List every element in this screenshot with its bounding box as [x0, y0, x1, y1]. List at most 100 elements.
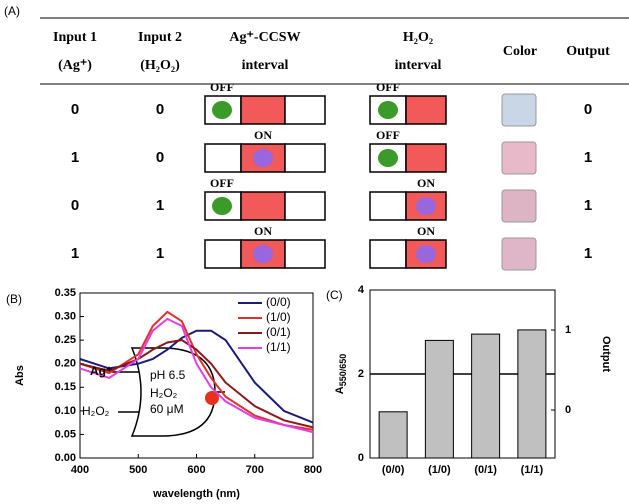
switch-ball [416, 197, 436, 215]
y-axis-label-main: A [334, 386, 346, 394]
cell: 1 [584, 197, 592, 214]
cell: 1 [71, 245, 79, 262]
switch-box [405, 143, 447, 173]
y2-axis-label: Output [600, 336, 612, 372]
switch-label: OFF [376, 128, 400, 142]
y-tick-label: 4 [358, 284, 365, 296]
switch-ball [378, 101, 398, 119]
switch-box [284, 239, 326, 269]
color-swatch [501, 93, 537, 127]
cell: 0 [71, 101, 79, 118]
switch-ball [253, 245, 273, 263]
x-tick-label: 500 [129, 464, 147, 476]
y-tick-label: 0.10 [55, 405, 76, 417]
series-line [79, 317, 314, 434]
switch-ball [416, 245, 436, 263]
panel-label: (B) [6, 292, 22, 306]
annotation: H₂O₂ [82, 404, 110, 418]
legend-label: (0/1) [266, 325, 291, 339]
series-line [79, 310, 314, 431]
y-tick-label: 0.15 [55, 381, 76, 393]
cell: 0 [156, 149, 164, 166]
switch-box [369, 239, 407, 269]
x-tick-label: (0/1) [474, 464, 497, 476]
switch-label: ON [254, 224, 272, 238]
y-tick-label: 0.30 [55, 310, 76, 322]
column-header: Input 2 [138, 30, 182, 45]
column-header: (Ag⁺) [58, 58, 92, 73]
switch-ball [212, 101, 232, 119]
color-swatch [501, 141, 537, 175]
column-header: Input 1 [53, 30, 97, 45]
cell: 1 [156, 197, 164, 214]
column-header: H₂O₂ [403, 30, 433, 45]
column-header: Color [503, 44, 537, 59]
y2-tick-label: 0 [565, 404, 571, 416]
color-swatch [501, 189, 537, 223]
switch-label: OFF [210, 80, 234, 94]
bar [517, 329, 547, 459]
switch-ball [253, 149, 273, 167]
x-tick-label: (0/0) [382, 464, 405, 476]
switch-box [204, 239, 242, 269]
x-tick-label: (1/1) [521, 464, 544, 476]
y-tick-label: 0.20 [55, 358, 76, 370]
y-axis-label-sub: 550/650 [338, 354, 348, 387]
bar [471, 333, 501, 459]
bar [378, 411, 408, 459]
y-tick-label: 0 [358, 452, 364, 464]
inset-gate [112, 347, 225, 437]
column-header: Output [566, 44, 610, 59]
legend-label: (0/0) [266, 295, 291, 309]
y2-tick-label: 1 [565, 324, 571, 336]
cell: 1 [156, 245, 164, 262]
switch-label: OFF [376, 80, 400, 94]
switch-box [284, 95, 326, 125]
switch-box [284, 143, 326, 173]
annotation: pH 6.5 [150, 368, 186, 382]
annotation: H₂O₂ [150, 386, 178, 400]
x-axis-label: wavelength (nm) [152, 488, 240, 500]
cell: 0 [584, 101, 592, 118]
cell: 0 [156, 101, 164, 118]
switch-box [405, 95, 447, 125]
x-tick-label: 400 [71, 464, 89, 476]
y-tick-label: 0.00 [55, 452, 76, 464]
bar [424, 339, 454, 459]
switch-label: OFF [210, 176, 234, 190]
y-tick-label: 0.25 [55, 334, 76, 346]
y-axis-label: A550/650 [334, 354, 348, 395]
column-header: interval [242, 58, 289, 73]
cell: 1 [71, 149, 79, 166]
x-tick-label: 800 [304, 464, 322, 476]
switch-box [240, 95, 286, 125]
panel-label: (C) [326, 288, 343, 302]
y-tick-label: 0.35 [55, 287, 76, 299]
switch-label: ON [254, 128, 272, 142]
x-tick-label: 700 [246, 464, 264, 476]
series-line [79, 329, 314, 424]
x-tick-label: 600 [187, 464, 205, 476]
column-header: interval [395, 58, 442, 73]
cell: 1 [584, 149, 592, 166]
y-tick-label: 0.05 [55, 428, 76, 440]
annotation: 60 μM [150, 402, 184, 416]
color-swatch [501, 237, 537, 271]
switch-box [240, 191, 286, 221]
panel-label: (A) [4, 4, 20, 18]
switch-label: ON [417, 176, 435, 190]
switch-ball [378, 149, 398, 167]
annotation: Ag⁺ [90, 364, 112, 378]
cell: 0 [71, 197, 79, 214]
cell: 1 [584, 245, 592, 262]
legend-label: (1/0) [266, 310, 291, 324]
legend-label: (1/1) [266, 340, 291, 354]
column-header: Ag⁺-CCSW [229, 30, 300, 45]
switch-box [284, 191, 326, 221]
column-header: (H₂O₂) [140, 58, 180, 73]
switch-box [369, 191, 407, 221]
switch-box [204, 143, 242, 173]
y-tick-label: 2 [358, 368, 364, 380]
y-axis-label: Abs [14, 365, 26, 386]
